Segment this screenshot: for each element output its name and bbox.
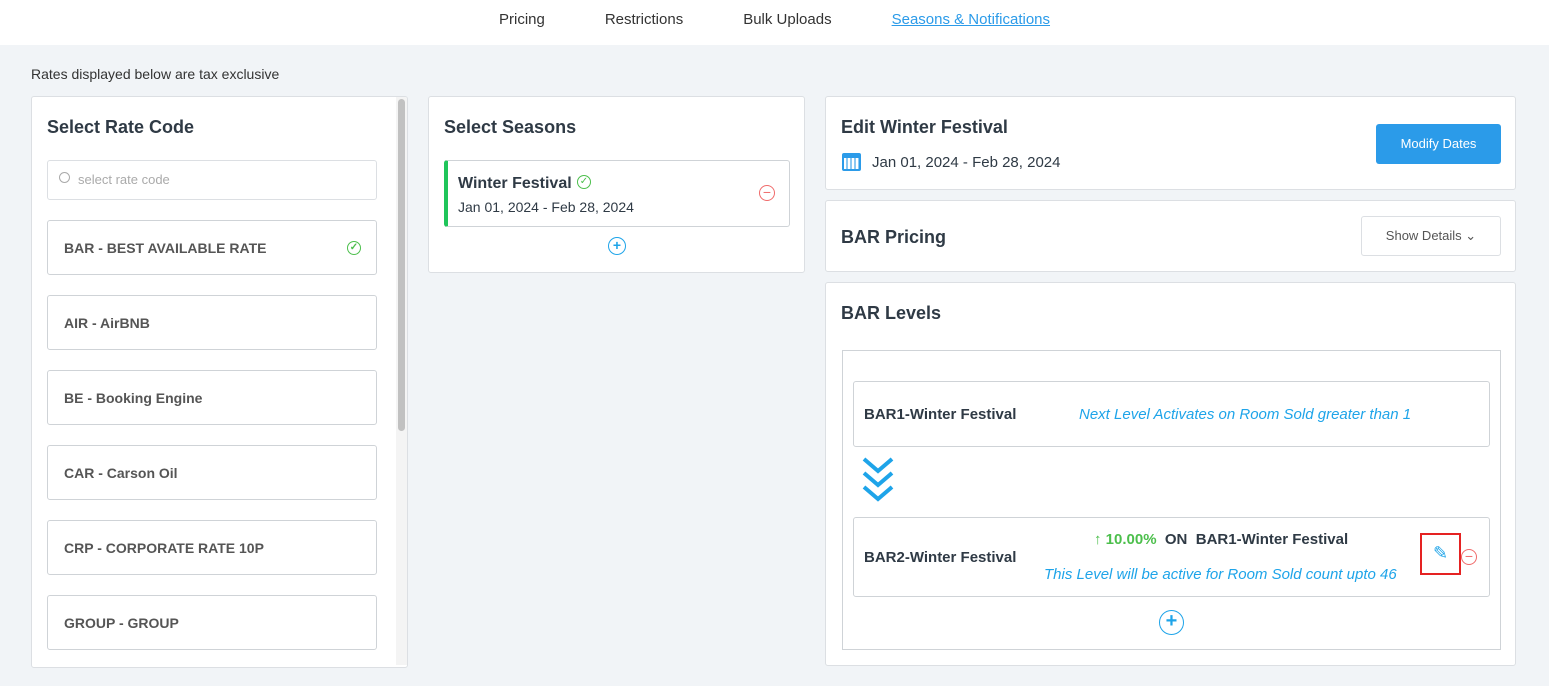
- level-base: BAR1-Winter Festival: [1195, 531, 1349, 548]
- calendar-icon: [842, 153, 861, 171]
- rate-code-item[interactable]: GROUP - GROUP: [47, 595, 377, 650]
- arrow-up-icon: ↑: [1094, 531, 1102, 548]
- search-icon: [59, 172, 70, 183]
- panel-title: Select Seasons: [444, 117, 577, 137]
- panel-title: Select Rate Code: [47, 117, 195, 137]
- season-name: Winter Festival: [458, 175, 572, 192]
- tab-pricing[interactable]: Pricing: [498, 11, 545, 28]
- tab-bulk-uploads[interactable]: Bulk Uploads: [743, 11, 832, 28]
- panel-title: BAR Pricing: [841, 227, 947, 247]
- rate-code-item[interactable]: CAR - Carson Oil: [47, 445, 377, 500]
- show-details-button[interactable]: Show Details ⌄: [1361, 216, 1501, 256]
- rate-code-item[interactable]: AIR - AirBNB: [47, 295, 377, 350]
- tax-note: Rates displayed below are tax exclusive: [31, 66, 280, 82]
- modify-dates-button[interactable]: Modify Dates: [1376, 124, 1501, 164]
- rate-code-item[interactable]: CRP - CORPORATE RATE 10P: [47, 520, 377, 575]
- level-row: BAR1-Winter Festival Next Level Activate…: [853, 381, 1490, 447]
- rate-code-item[interactable]: BE - Booking Engine: [47, 370, 377, 425]
- rate-code-item[interactable]: BAR - BEST AVAILABLE RATE ✓: [47, 220, 377, 275]
- scrollbar[interactable]: [396, 97, 407, 665]
- panel-title: Edit Winter Festival: [841, 117, 1008, 137]
- check-icon: ✓: [577, 175, 591, 189]
- level-info: Next Level Activates on Room Sold greate…: [1079, 406, 1412, 423]
- top-nav: Pricing Restrictions Bulk Uploads Season…: [0, 0, 1549, 45]
- level-info: This Level will be active for Room Sold …: [1044, 566, 1397, 583]
- edit-level-icon[interactable]: ✎: [1420, 533, 1461, 575]
- rate-code-panel: Select Rate Code select rate code BAR - …: [31, 96, 408, 668]
- season-card[interactable]: Winter Festival ✓ Jan 01, 2024 - Feb 28,…: [444, 160, 790, 227]
- add-season-icon[interactable]: +: [608, 237, 626, 255]
- rate-code-search-input[interactable]: select rate code: [47, 160, 377, 200]
- chevron-down-icon: ⌄: [1465, 228, 1477, 243]
- check-icon: ✓: [347, 241, 361, 255]
- levels-container: BAR1-Winter Festival Next Level Activate…: [842, 350, 1501, 650]
- chevrons-down-icon: [862, 457, 894, 502]
- level-row: BAR2-Winter Festival ↑ 10.00% ON BAR1-Wi…: [853, 517, 1490, 597]
- bar-levels-panel: BAR Levels BAR1-Winter Festival Next Lev…: [825, 282, 1516, 666]
- edit-season-panel: Edit Winter Festival Jan 01, 2024 - Feb …: [825, 96, 1516, 190]
- level-change: 10.00%: [1105, 531, 1157, 548]
- tab-seasons-notifications[interactable]: Seasons & Notifications: [891, 11, 1051, 28]
- remove-level-icon[interactable]: −: [1461, 549, 1477, 565]
- season-dates: Jan 01, 2024 - Feb 28, 2024: [872, 154, 1061, 171]
- seasons-panel: Select Seasons Winter Festival ✓ Jan 01,…: [428, 96, 805, 273]
- season-dates: Jan 01, 2024 - Feb 28, 2024: [458, 199, 634, 215]
- tab-restrictions[interactable]: Restrictions: [604, 11, 684, 28]
- remove-season-icon[interactable]: −: [759, 185, 775, 201]
- panel-title: BAR Levels: [841, 303, 942, 323]
- add-level-icon[interactable]: +: [1159, 610, 1184, 635]
- bar-pricing-panel: BAR Pricing Show Details ⌄: [825, 200, 1516, 272]
